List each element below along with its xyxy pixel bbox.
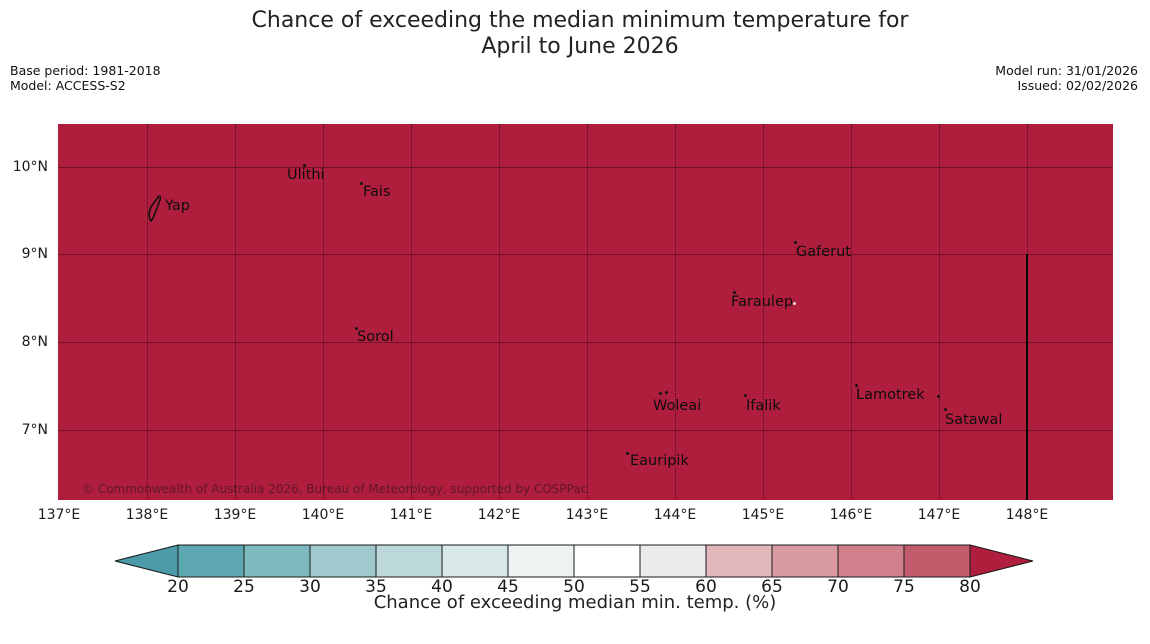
island-marker: [855, 384, 858, 387]
island-marker: [944, 408, 947, 411]
map-area: © Commonwealth of Australia 2026, Bureau…: [58, 124, 1113, 500]
lon-tick-label: 141°E: [389, 507, 433, 523]
island-label: Ifalik: [746, 398, 781, 414]
lon-tick-label: 137°E: [37, 507, 81, 523]
island-marker: [665, 391, 668, 394]
island-label: Faraulep: [731, 294, 794, 310]
colorbar-segment: [177, 544, 245, 578]
title-line1: Chance of exceeding the median minimum t…: [251, 8, 909, 33]
colorbar-segment: [573, 544, 641, 578]
lat-tick-label: 7°N: [21, 422, 48, 438]
island-marker: [794, 241, 797, 244]
lon-tick-label: 146°E: [829, 507, 873, 523]
island-marker: [360, 182, 363, 185]
colorbar-segment: [507, 544, 575, 578]
lon-gridline: [235, 124, 236, 500]
island-label: Woleai: [653, 398, 702, 414]
lat-gridline: [58, 430, 1113, 431]
copyright-notice: © Commonwealth of Australia 2026, Bureau…: [82, 482, 588, 496]
island-marker: [744, 394, 747, 397]
colorbar-segment: [441, 544, 509, 578]
colorbar-segment: [639, 544, 707, 578]
colorbar-tick-label: 65: [761, 577, 783, 597]
issued-text: Issued: 02/02/2026: [1017, 78, 1139, 93]
island-label: Eauripik: [630, 453, 689, 469]
island-marker: [659, 392, 662, 395]
colorbar-left-arrow: [114, 544, 179, 578]
island-label: Fais: [363, 184, 391, 200]
island-marker: [733, 291, 736, 294]
lat-gridline: [58, 342, 1113, 343]
colorbar-tick-label: 35: [365, 577, 387, 597]
island-marker: [303, 164, 306, 167]
island-marker: [626, 452, 629, 455]
lon-tick-label: 147°E: [917, 507, 961, 523]
island-marker: [937, 395, 940, 398]
lon-tick-label: 142°E: [477, 507, 521, 523]
colorbar: [114, 544, 1034, 578]
colorbar-segment: [243, 544, 311, 578]
lon-gridline: [411, 124, 412, 500]
yap-island-icon: [146, 195, 164, 223]
island-label: Sorol: [357, 329, 394, 345]
lon-gridline: [675, 124, 676, 500]
lon-gridline: [763, 124, 764, 500]
lon-gridline: [323, 124, 324, 500]
colorbar-right-arrow: [969, 544, 1034, 578]
colorbar-tick-label: 55: [629, 577, 651, 597]
lat-tick-label: 10°N: [12, 159, 48, 175]
run-info-left: Base period: 1981-2018 Model: ACCESS-S2: [10, 63, 161, 93]
colorbar-tick-label: 20: [167, 577, 189, 597]
island-label: Lamotrek: [856, 387, 925, 403]
colorbar-tick-label: 30: [299, 577, 321, 597]
lat-gridline: [58, 167, 1113, 168]
title-line2: April to June 2026: [481, 34, 679, 59]
model-run-text: Model run: 31/01/2026: [995, 63, 1138, 78]
island-label: Yap: [165, 198, 190, 214]
lon-tick-label: 139°E: [213, 507, 257, 523]
island-marker: [355, 327, 358, 330]
island-label: Ulithi: [287, 167, 325, 183]
colorbar-tick-label: 50: [563, 577, 585, 597]
lon-gridline: [851, 124, 852, 500]
lon-gridline: [147, 124, 148, 500]
colorbar-tick-label: 45: [497, 577, 519, 597]
lon-tick-label: 138°E: [125, 507, 169, 523]
model-text: Model: ACCESS-S2: [10, 78, 126, 93]
lat-tick-label: 9°N: [21, 246, 48, 262]
lon-tick-label: 140°E: [301, 507, 345, 523]
lon-tick-label: 148°E: [1005, 507, 1049, 523]
run-info-right: Model run: 31/01/2026 Issued: 02/02/2026: [995, 63, 1138, 93]
colorbar-tick-label: 40: [431, 577, 453, 597]
lon-tick-label: 143°E: [565, 507, 609, 523]
lon-gridline: [939, 124, 940, 500]
lon-gridline: [499, 124, 500, 500]
colorbar-segment: [309, 544, 377, 578]
lat-gridline: [58, 254, 1113, 255]
colorbar-tick-label: 60: [695, 577, 717, 597]
colorbar-tick-label: 80: [959, 577, 981, 597]
colorbar-label: Chance of exceeding median min. temp. (%…: [373, 592, 777, 613]
colorbar-tick-label: 70: [827, 577, 849, 597]
colorbar-tick-label: 25: [233, 577, 255, 597]
island-marker: [793, 302, 796, 305]
colorbar-segment: [771, 544, 839, 578]
colorbar-segment: [375, 544, 443, 578]
lat-tick-label: 8°N: [21, 334, 48, 350]
island-label: Satawal: [945, 412, 1003, 428]
lon-tick-label: 145°E: [741, 507, 785, 523]
base-period-text: Base period: 1981-2018: [10, 63, 161, 78]
colorbar-segment: [837, 544, 905, 578]
island-label: Gaferut: [796, 244, 851, 260]
figure-title: Chance of exceeding the median minimum t…: [10, 8, 1150, 60]
lon-tick-label: 144°E: [653, 507, 697, 523]
lon-gridline: [587, 124, 588, 500]
colorbar-segment: [705, 544, 773, 578]
colorbar-segment: [903, 544, 971, 578]
lon-gridline: [1027, 124, 1028, 500]
colorbar-tick-label: 75: [893, 577, 915, 597]
